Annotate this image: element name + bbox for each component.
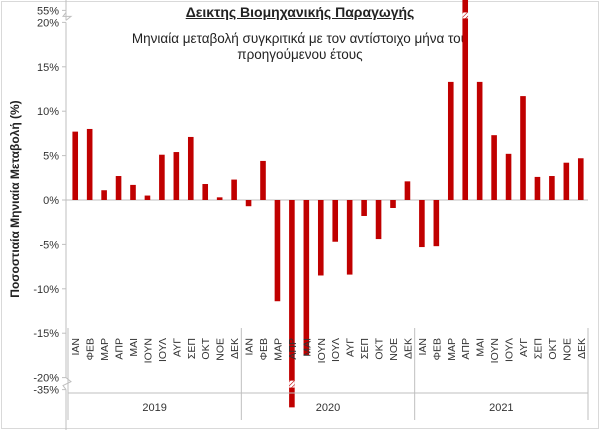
x-month-label: ΦΕΒ [258,338,270,360]
x-month-label: ΑΥΓ [518,338,530,357]
chart-subtitle: Μηνιαία μεταβολή συγκριτικά με τον αντίσ… [131,31,469,62]
x-year-label: 2021 [489,402,513,414]
x-month-label: ΜΑΡ [272,338,284,361]
bar [491,135,497,200]
x-month-label: ΣΕΠ [532,338,544,359]
y-tick-label: 0% [43,195,59,207]
x-month-label: ΔΕΚ [576,338,588,359]
x-month-label: ΙΑΝ [70,338,82,356]
x-month-label: ΔΕΚ [229,338,241,359]
y-tick-label: -20% [33,373,59,385]
y-axis-break-top [62,12,73,21]
x-month-label: ΙΟΥΛ [504,338,516,362]
bar [72,131,79,200]
bar [317,200,324,276]
bar [577,158,584,200]
x-month-label: ΙΟΥΝ [316,338,328,363]
x-month-label: ΙΟΥΝ [489,338,501,363]
x-month-label: ΙΟΥΝ [142,338,154,363]
bar [375,200,382,240]
y-tick-label: 55% [37,5,59,17]
x-month-label: ΝΟΕ [561,338,573,361]
bar [86,128,93,200]
y-tick-label: -15% [33,328,59,340]
chart-title: Δεικτης Βιομηχανικής Παραγωγής [185,4,415,20]
x-month-label: ΑΥΓ [171,338,183,357]
x-month-label: ΙΟΥΛ [157,338,169,362]
bar-break-hatch [289,380,295,388]
bar [520,96,526,200]
bar [274,200,281,302]
y-tick-label: -35% [33,385,59,397]
x-month-label: ΙΑΝ [417,338,429,356]
bar [303,200,310,356]
y-tick-label: 10% [37,106,59,118]
x-month-label: ΣΕΠ [359,338,371,359]
x-month-label: ΟΚΤ [200,337,212,359]
x-month-label: ΣΕΠ [186,338,198,359]
bar [476,81,483,200]
bar [130,184,136,200]
bar [216,197,223,200]
bar [534,176,541,200]
x-month-label: ΑΠΡ [287,338,299,360]
bar [462,0,469,200]
y-tick-label: 20% [37,17,59,29]
x-month-label: ΑΠΡ [460,338,472,360]
bar [563,162,570,200]
bar [346,200,353,275]
bar-break-hatch [462,12,469,19]
bar [101,190,107,200]
bar [505,153,512,200]
x-month-label: ΜΑΡ [99,338,111,361]
x-month-label: ΔΕΚ [402,338,414,359]
bar [260,160,266,200]
x-month-label: ΜΑΙ [475,338,487,357]
bar [202,184,209,200]
bar [447,81,454,200]
bar [404,181,411,200]
bar [245,200,252,207]
bar [361,200,367,216]
y-tick-label: 15% [37,62,59,74]
x-month-label: ΑΠΡ [114,338,126,360]
bar [187,136,194,200]
bar [173,152,180,200]
x-year-label: 2019 [142,402,166,414]
x-month-label: ΜΑΡ [446,338,458,361]
y-tick-label: -10% [33,284,59,296]
bar [144,195,151,200]
x-month-label: ΝΟΕ [215,338,227,361]
bar [332,200,339,242]
y-tick-label: -5% [39,239,59,251]
bar [115,176,122,200]
x-year-label: 2020 [316,402,340,414]
x-month-label: ΦΕΒ [431,338,443,360]
y-axis-break-bottom [62,377,72,390]
bar [549,176,555,200]
bar [289,200,295,408]
x-month-label: ΜΑΙ [301,338,313,357]
x-month-label: ΦΕΒ [85,338,97,360]
bar [231,179,237,200]
x-month-label: ΙΑΝ [244,338,256,356]
bar [159,154,165,200]
x-month-label: ΝΟΕ [388,338,400,361]
x-month-label: ΙΟΥΛ [330,338,342,362]
x-month-label: ΑΥΓ [345,338,357,357]
bar [419,200,425,248]
x-month-label: ΟΚΤ [374,337,386,359]
bar [390,200,396,208]
bar [433,200,440,247]
y-tick-label: 5% [43,151,59,163]
x-month-label: ΟΚΤ [547,337,559,359]
x-month-label: ΜΑΙ [128,338,140,357]
